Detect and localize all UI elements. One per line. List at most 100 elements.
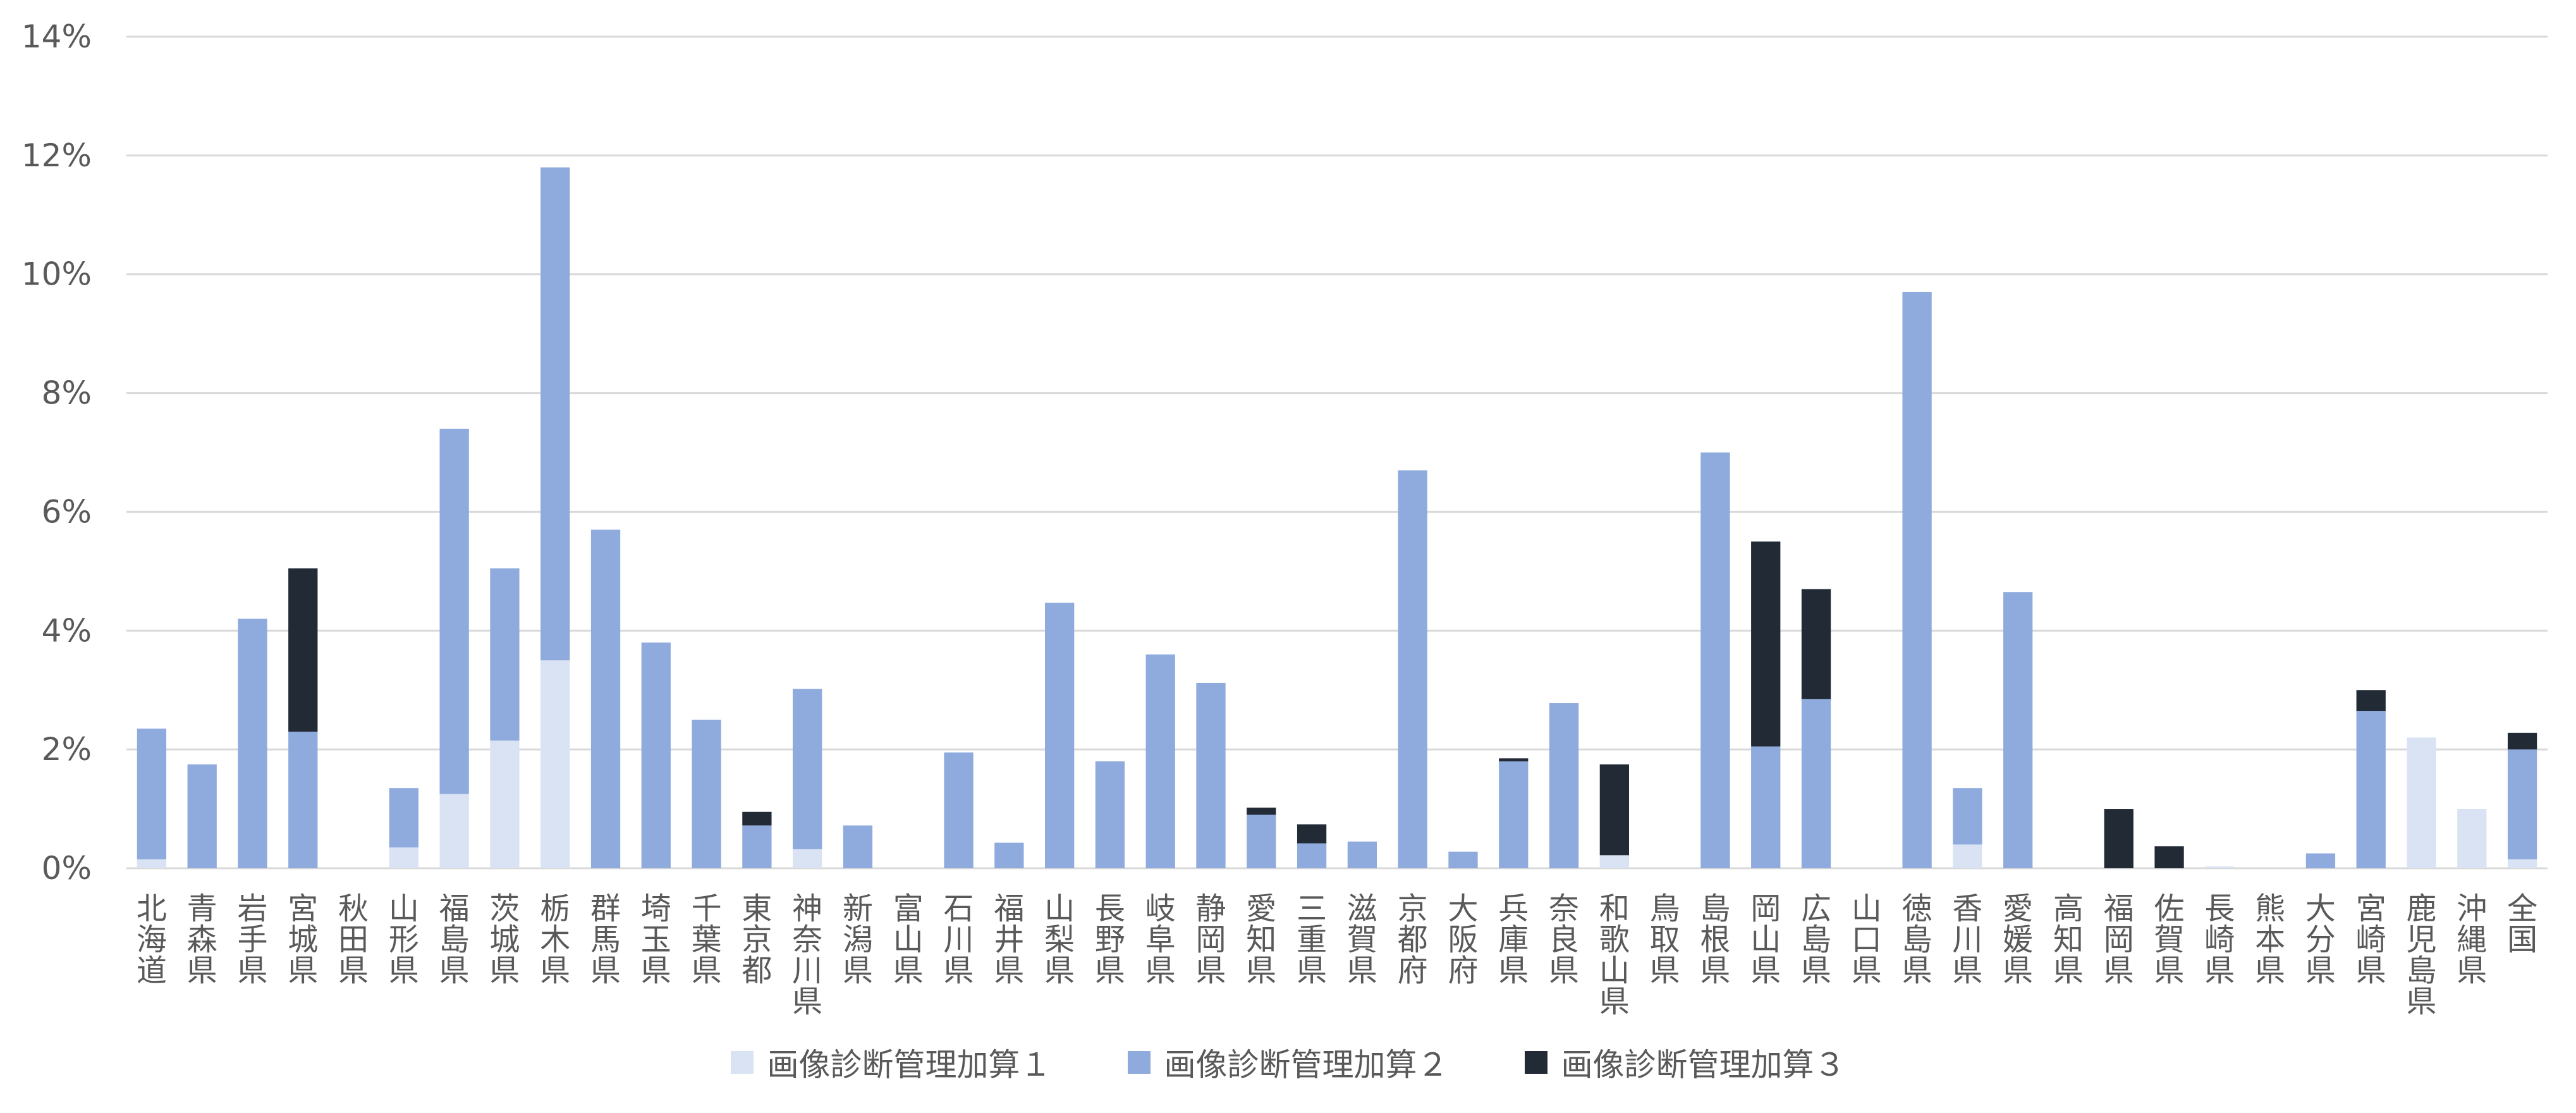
x-tick-label: 佐 — [2154, 891, 2185, 926]
y-tick-label: 8% — [42, 375, 92, 412]
bar-segment-series-1 — [793, 849, 822, 868]
x-tick-label: 県 — [1246, 953, 1276, 988]
x-tick-label: 県 — [2356, 953, 2386, 988]
chart-plot: 0%2%4%6%8%10%12%14%北海道青森県岩手県宮城県秋田県山形県福島県… — [21, 18, 2548, 1019]
x-tick-label: 賀 — [2154, 922, 2185, 957]
y-tick-label: 0% — [42, 850, 92, 887]
x-tick-label: 道 — [137, 953, 167, 988]
x-tick-label: 田 — [338, 922, 369, 957]
x-tick-label: 山 — [1750, 922, 1781, 957]
x-tick-label: 県 — [1095, 953, 1125, 988]
bar-segment-series-1 — [2205, 866, 2235, 868]
x-tick-label: 県 — [2204, 953, 2235, 988]
x-tick-label: 分 — [2305, 922, 2336, 957]
x-tick-label: 県 — [792, 984, 822, 1019]
bar-segment-series-3 — [1801, 589, 1831, 699]
bar-segment-series-2 — [1448, 851, 1478, 868]
x-tick-label: 川 — [944, 922, 974, 957]
bar-segment-series-1 — [2407, 737, 2436, 868]
x-tick-label: 手 — [237, 922, 267, 957]
bar-segment-series-2 — [944, 752, 974, 868]
x-tick-label: 島 — [1801, 922, 1831, 957]
y-tick-label: 6% — [42, 493, 92, 530]
x-tick-label: 葉 — [692, 922, 722, 957]
x-tick-label: 香 — [1952, 891, 1982, 926]
bar-segment-series-3 — [1599, 764, 1629, 856]
bar-segment-series-2 — [187, 764, 217, 868]
x-tick-label: 京 — [1398, 891, 1428, 926]
bar-segment-series-2 — [1297, 843, 1327, 868]
x-tick-label: 島 — [2407, 953, 2437, 988]
x-tick-label: 茨 — [489, 891, 520, 926]
x-tick-label: 県 — [187, 953, 217, 988]
legend-item-1: 画像診断管理加算１ — [730, 1040, 1052, 1085]
legend: 画像診断管理加算１ 画像診断管理加算２ 画像診断管理加算３ — [0, 1037, 2576, 1088]
legend-label-2: 画像診断管理加算２ — [1164, 1047, 1449, 1083]
bar-segment-series-2 — [288, 731, 318, 868]
x-tick-label: 千 — [692, 891, 722, 926]
x-tick-label: 新 — [843, 891, 873, 926]
bar-segment-series-2 — [2356, 711, 2386, 868]
x-tick-label: 広 — [1801, 891, 1831, 926]
x-tick-label: 岐 — [1145, 891, 1176, 926]
x-tick-label: 県 — [2104, 953, 2134, 988]
x-tick-label: 県 — [1852, 953, 1882, 988]
bar-segment-series-3 — [2154, 846, 2184, 868]
x-tick-label: 県 — [590, 953, 621, 988]
x-tick-label: 県 — [1347, 953, 1377, 988]
bar-segment-series-2 — [1953, 788, 1982, 845]
legend-label-3: 画像診断管理加算３ — [1561, 1047, 1846, 1083]
x-tick-label: 県 — [1599, 984, 1630, 1019]
x-tick-label: 群 — [590, 891, 621, 926]
y-tick-label: 2% — [42, 731, 92, 768]
bar-segment-series-1 — [439, 794, 469, 868]
bar-segment-series-2 — [1095, 761, 1125, 868]
x-tick-label: 良 — [1549, 922, 1579, 957]
x-tick-label: 島 — [1700, 891, 1730, 926]
x-tick-label: 高 — [2053, 891, 2084, 926]
x-tick-label: 岡 — [2104, 922, 2134, 957]
x-tick-label: 県 — [288, 953, 318, 988]
y-tick-label: 4% — [42, 612, 92, 649]
x-tick-label: 神 — [792, 891, 822, 926]
x-tick-label: 岡 — [1196, 922, 1226, 957]
bar-segment-series-3 — [1751, 541, 1781, 747]
bar-segment-series-2 — [1499, 761, 1529, 868]
x-tick-label: 県 — [489, 953, 520, 988]
x-tick-label: 県 — [439, 953, 470, 988]
x-tick-label: 県 — [994, 953, 1024, 988]
x-tick-label: 県 — [692, 953, 722, 988]
x-tick-label: 森 — [187, 922, 217, 957]
x-tick-label: 馬 — [590, 922, 621, 957]
x-tick-label: 岩 — [237, 891, 267, 926]
x-tick-label: 山 — [1044, 891, 1075, 926]
x-tick-label: 県 — [1700, 953, 1730, 988]
x-tick-label: 県 — [389, 953, 419, 988]
bar-segment-series-3 — [1247, 808, 1276, 815]
bar-segment-series-2 — [692, 720, 721, 868]
x-tick-label: 県 — [1902, 953, 1932, 988]
x-tick-label: 知 — [2053, 922, 2084, 957]
x-tick-label: 潟 — [843, 922, 873, 957]
x-tick-label: 徳 — [1902, 891, 1932, 926]
x-tick-label: 山 — [893, 922, 924, 957]
x-tick-label: 県 — [893, 953, 924, 988]
y-tick-label: 10% — [21, 256, 92, 293]
bar-segment-series-2 — [2305, 853, 2336, 868]
bar-segment-series-2 — [1196, 682, 1226, 868]
bar-segment-series-2 — [590, 529, 621, 868]
x-tick-label: 埼 — [641, 891, 671, 926]
x-tick-label: 賀 — [1347, 922, 1377, 957]
x-tick-label: 県 — [2003, 953, 2033, 988]
x-tick-label: 形 — [389, 922, 419, 957]
x-tick-label: 城 — [288, 922, 318, 957]
bar-segment-series-1 — [137, 859, 167, 868]
x-tick-label: 口 — [1852, 922, 1882, 957]
x-tick-label: 鳥 — [1650, 891, 1680, 926]
x-tick-label: 福 — [994, 891, 1024, 926]
x-tick-label: 栃 — [540, 891, 570, 926]
x-tick-label: 京 — [742, 922, 772, 957]
x-tick-label: 北 — [137, 891, 167, 926]
x-tick-label: 県 — [641, 953, 671, 988]
